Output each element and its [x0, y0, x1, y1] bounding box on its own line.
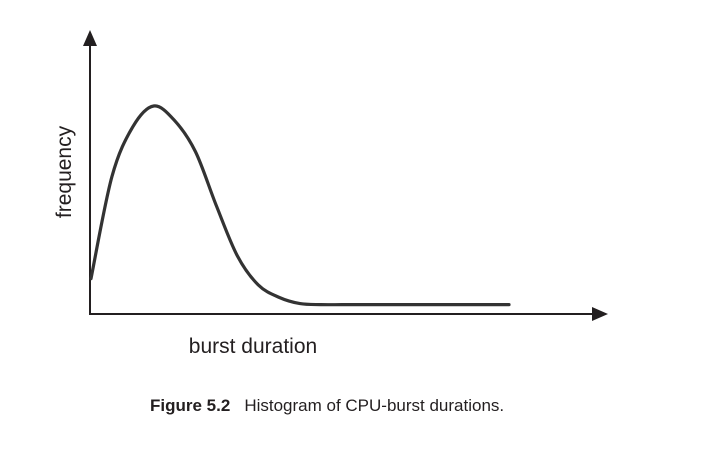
x-axis-label: burst duration: [189, 335, 317, 358]
figure-caption-text: Histogram of CPU-burst durations.: [244, 396, 505, 415]
figure-caption: Figure 5.2 Histogram of CPU-burst duratio…: [150, 396, 504, 416]
x-axis-arrowhead: [592, 307, 608, 321]
y-axis-label: frequency: [53, 125, 76, 218]
series-line: [89, 104, 511, 307]
figure-number: Figure 5.2: [150, 396, 231, 415]
y-axis-arrowhead: [83, 30, 97, 46]
